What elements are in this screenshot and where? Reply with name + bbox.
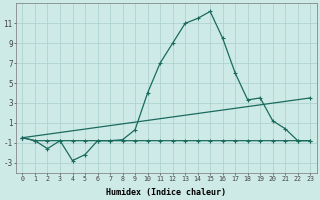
- X-axis label: Humidex (Indice chaleur): Humidex (Indice chaleur): [106, 188, 226, 197]
